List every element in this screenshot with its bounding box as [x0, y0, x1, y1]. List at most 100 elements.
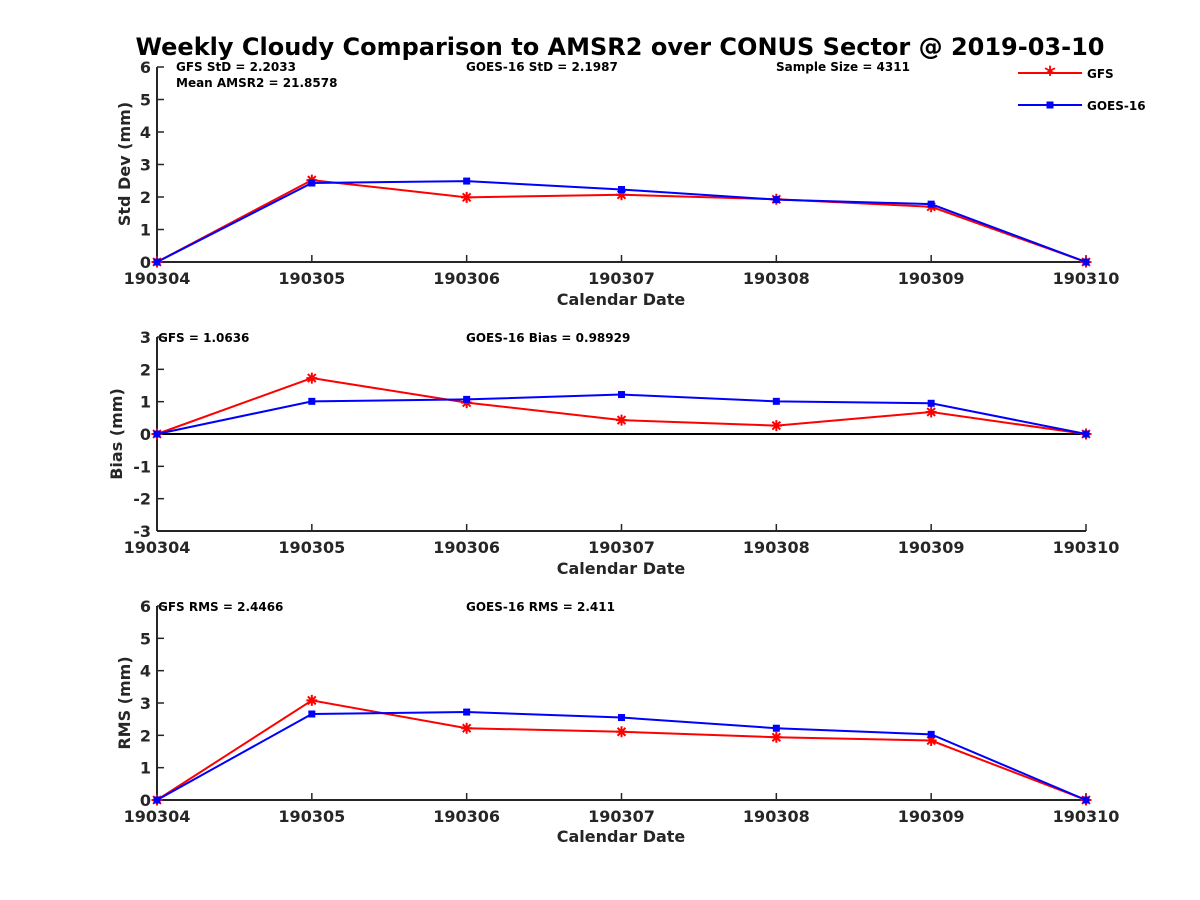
data-point-gfs	[306, 372, 318, 384]
y-tick-label: 5	[140, 629, 151, 648]
x-tick-label: 190308	[743, 807, 810, 826]
y-tick-label: 4	[140, 662, 151, 681]
x-tick-label: 190306	[433, 807, 500, 826]
x-tick-label: 190304	[124, 538, 191, 557]
x-tick-label: 190310	[1053, 807, 1120, 826]
annotation-goes16-rms: GOES-16 RMS = 2.411	[466, 600, 615, 614]
x-tick-label: 190307	[588, 807, 655, 826]
y-tick-label: 3	[140, 328, 151, 347]
x-tick-label: 190305	[278, 538, 345, 557]
panel-std-dev: GFS StD = 2.2033 Mean AMSR2 = 21.8578 GO…	[115, 60, 910, 309]
x-tick-label: 190310	[1053, 538, 1120, 557]
data-point-goes16	[618, 391, 625, 399]
annotation-goes16-std: GOES-16 StD = 2.1987	[466, 60, 618, 74]
data-point-goes16	[308, 179, 316, 187]
annotation-sample-size: Sample Size = 4311	[776, 60, 910, 74]
data-point-gfs	[925, 406, 937, 418]
data-point-goes16	[463, 395, 471, 403]
y-tick-label: 1	[140, 759, 151, 778]
y-tick-label: 1	[140, 393, 151, 412]
legend-marker-goes16	[1046, 101, 1054, 109]
data-point-gfs	[461, 722, 473, 734]
data-point-goes16	[1082, 258, 1090, 266]
y-tick-label: 1	[140, 221, 151, 240]
series-line-goes16	[156, 711, 1087, 801]
x-tick-label: 190307	[588, 538, 655, 557]
x-tick-label: 190308	[743, 269, 810, 288]
plot-panel-1: 0 1 2 3 4 5 6 190304 190305 190306 190307 190308 190…	[124, 58, 1120, 288]
x-tick-label: 190306	[433, 269, 500, 288]
y-tick-label: 3	[140, 694, 151, 713]
data-point-goes16	[153, 796, 161, 804]
legend: * GFS GOES-16	[1018, 63, 1146, 113]
y-axis-label: RMS (mm)	[115, 656, 134, 749]
x-tick-label: 190304	[124, 807, 191, 826]
x-tick-label: 190307	[588, 269, 655, 288]
annotation-gfs-std: GFS StD = 2.2033	[176, 60, 296, 74]
data-point-goes16	[772, 724, 780, 732]
data-point-goes16	[927, 730, 935, 738]
x-tick-label: 190304	[124, 269, 191, 288]
y-axis-label: Bias (mm)	[107, 388, 126, 480]
y-tick-label: -2	[133, 490, 151, 509]
data-point-goes16	[463, 177, 471, 185]
chart-title: Weekly Cloudy Comparison to AMSR2 over C…	[136, 33, 1105, 61]
annotation-mean-amsr2: Mean AMSR2 = 21.8578	[176, 76, 337, 90]
y-tick-label: 5	[140, 91, 151, 110]
panel-rms: GFS RMS = 2.4466 GOES-16 RMS = 2.411 Cal…	[115, 600, 685, 846]
data-point-goes16	[463, 708, 471, 716]
data-point-goes16	[153, 430, 161, 438]
annotation-gfs-bias: GFS = 1.0636	[158, 331, 249, 345]
x-tick-label: 190309	[898, 807, 965, 826]
y-tick-label: 6	[140, 58, 151, 77]
y-tick-label: 0	[140, 425, 151, 444]
data-point-gfs	[925, 735, 937, 747]
annotation-gfs-rms: GFS RMS = 2.4466	[158, 600, 283, 614]
data-point-goes16	[618, 714, 625, 722]
plot-panel-2: -3 -2 -1 0 1 2 3 190304 190305 190306 190307 190308…	[124, 328, 1120, 557]
y-tick-label: -3	[133, 522, 151, 541]
data-point-goes16	[927, 200, 935, 208]
x-axis-label: Calendar Date	[557, 290, 686, 309]
data-point-goes16	[772, 196, 780, 204]
x-axis-label: Calendar Date	[557, 827, 686, 846]
data-point-goes16	[772, 397, 780, 405]
data-point-goes16	[927, 399, 935, 407]
data-point-goes16	[618, 186, 625, 194]
data-point-gfs	[616, 414, 627, 426]
legend-marker-gfs: *	[1044, 63, 1056, 88]
x-tick-label: 190309	[898, 538, 965, 557]
annotation-goes16-bias: GOES-16 Bias = 0.98929	[466, 331, 630, 345]
data-point-gfs	[770, 731, 782, 743]
panel-bias: GFS = 1.0636 GOES-16 Bias = 0.98929 Cale…	[107, 331, 685, 578]
data-point-goes16	[308, 710, 316, 718]
y-tick-label: 3	[140, 156, 151, 175]
y-tick-label: 4	[140, 123, 151, 142]
data-point-goes16	[1082, 430, 1090, 438]
y-tick-label: 0	[140, 791, 151, 810]
y-tick-label: 2	[140, 188, 151, 207]
x-tick-label: 190305	[278, 807, 345, 826]
y-tick-label: 2	[140, 360, 151, 379]
x-axis-label: Calendar Date	[557, 559, 686, 578]
data-point-goes16	[308, 397, 316, 405]
y-axis-label: Std Dev (mm)	[115, 102, 134, 226]
y-tick-label: 0	[140, 253, 151, 272]
data-point-goes16	[153, 258, 161, 266]
data-point-gfs	[616, 189, 627, 201]
data-point-goes16	[1082, 796, 1090, 804]
y-tick-label: -1	[133, 457, 151, 476]
x-tick-label: 190310	[1053, 269, 1120, 288]
x-tick-label: 190309	[898, 269, 965, 288]
plot-areas: 0 1 2 3 4 5 6 190304 190305 190306 190307 190308 190…	[124, 58, 1120, 826]
data-point-gfs	[616, 726, 627, 738]
plot-panel-3: 0 1 2 3 4 5 6 190304 190305 190306 190307 190308 190…	[124, 597, 1120, 826]
x-tick-label: 190306	[433, 538, 500, 557]
legend-label-goes16: GOES-16	[1087, 99, 1146, 113]
y-tick-label: 2	[140, 726, 151, 745]
data-point-gfs	[461, 191, 473, 203]
data-point-gfs	[770, 420, 782, 432]
data-point-gfs	[306, 694, 318, 706]
legend-label-gfs: GFS	[1087, 67, 1114, 81]
